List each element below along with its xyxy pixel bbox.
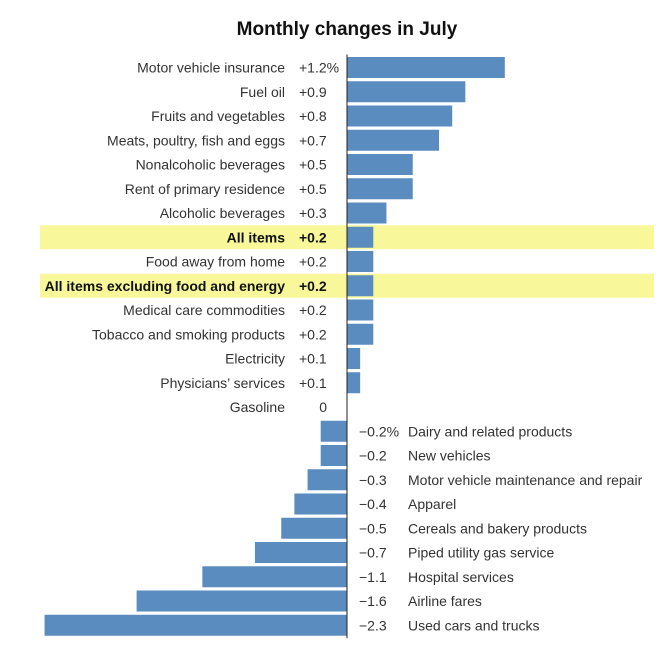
category-label-motor-vehicle-maintenance-and-repair: Motor vehicle maintenance and repair xyxy=(408,472,643,488)
category-label-cereals-and-bakery-products: Cereals and bakery products xyxy=(408,520,587,536)
bar-medical-care-commodities xyxy=(347,299,374,321)
bar-all-items-excluding-food-and-energy xyxy=(347,275,374,297)
bar-food-away-from-home xyxy=(347,251,374,272)
value-label-fruits-and-vegetables: +0.8 xyxy=(299,108,327,124)
category-label-new-vehicles: New vehicles xyxy=(408,448,490,464)
value-label-alcoholic-beverages: +0.3 xyxy=(299,205,327,221)
value-label-used-cars-and-trucks: −2.3 xyxy=(359,617,387,633)
value-label-tobacco-and-smoking-products: +0.2 xyxy=(299,326,327,342)
bar-cereals-and-bakery-products xyxy=(281,517,347,539)
bar-electricity xyxy=(347,348,361,369)
value-label-gasoline: 0 xyxy=(319,399,327,415)
category-label-fuel-oil: Fuel oil xyxy=(240,84,285,100)
value-label-all-items-excluding-food-and-energy: +0.2 xyxy=(299,278,327,294)
category-label-dairy-and-related-products: Dairy and related products xyxy=(408,423,572,439)
category-label-meats-poultry-fish-and-eggs: Meats, poultry, fish and eggs xyxy=(107,132,285,148)
value-label-motor-vehicle-insurance: +1.2% xyxy=(299,60,339,76)
category-label-all-items-excluding-food-and-energy: All items excluding food and energy xyxy=(45,278,286,294)
category-label-used-cars-and-trucks: Used cars and trucks xyxy=(408,617,540,633)
category-label-fruits-and-vegetables: Fruits and vegetables xyxy=(151,108,285,124)
category-label-gasoline: Gasoline xyxy=(230,399,285,415)
value-label-airline-fares: −1.6 xyxy=(359,593,387,609)
bar-airline-fares xyxy=(136,590,347,612)
category-label-all-items: All items xyxy=(227,229,286,245)
bar-rent-of-primary-residence xyxy=(347,178,413,200)
category-label-food-away-from-home: Food away from home xyxy=(146,254,285,270)
category-label-electricity: Electricity xyxy=(225,351,285,367)
bar-all-items xyxy=(347,226,374,248)
bar-motor-vehicle-maintenance-and-repair xyxy=(307,469,347,491)
chart-title: Monthly changes in July xyxy=(237,19,458,40)
value-label-motor-vehicle-maintenance-and-repair: −0.3 xyxy=(359,472,387,488)
bar-hospital-services xyxy=(202,566,347,588)
value-label-new-vehicles: −0.2 xyxy=(359,448,387,464)
value-label-electricity: +0.1 xyxy=(299,351,327,367)
value-label-rent-of-primary-residence: +0.5 xyxy=(299,181,327,197)
value-label-dairy-and-related-products: −0.2% xyxy=(359,423,399,439)
bar-meats-poultry-fish-and-eggs xyxy=(347,129,440,151)
category-label-nonalcoholic-beverages: Nonalcoholic beverages xyxy=(136,157,285,173)
category-label-piped-utility-gas-service: Piped utility gas service xyxy=(408,545,555,561)
value-label-fuel-oil: +0.9 xyxy=(299,84,327,100)
bar-piped-utility-gas-service xyxy=(254,542,347,563)
bar-dairy-and-related-products xyxy=(320,420,347,442)
value-label-medical-care-commodities: +0.2 xyxy=(299,302,327,318)
labels-group: Motor vehicle insurance +1.2% Fuel oil +0.9… xyxy=(45,60,643,634)
category-label-rent-of-primary-residence: Rent of primary residence xyxy=(125,181,286,197)
category-label-tobacco-and-smoking-products: Tobacco and smoking products xyxy=(92,326,285,342)
bar-apparel xyxy=(294,493,347,515)
value-label-piped-utility-gas-service: −0.7 xyxy=(359,545,387,561)
bars-group xyxy=(44,57,505,636)
bar-motor-vehicle-insurance xyxy=(347,57,505,78)
value-label-physicians-services: +0.1 xyxy=(299,375,327,391)
category-label-motor-vehicle-insurance: Motor vehicle insurance xyxy=(137,60,285,76)
bar-fruits-and-vegetables xyxy=(347,105,453,127)
category-label-airline-fares: Airline fares xyxy=(408,593,482,609)
category-label-hospital-services: Hospital services xyxy=(408,569,514,585)
bar-used-cars-and-trucks xyxy=(44,614,348,636)
value-label-meats-poultry-fish-and-eggs: +0.7 xyxy=(299,132,327,148)
bar-fuel-oil xyxy=(347,81,466,103)
category-label-alcoholic-beverages: Alcoholic beverages xyxy=(160,205,285,221)
bar-physicians-services xyxy=(347,372,361,394)
category-label-physicians-services: Physicians’ services xyxy=(160,375,285,391)
category-label-apparel: Apparel xyxy=(408,496,456,512)
value-label-apparel: −0.4 xyxy=(359,496,387,512)
bar-tobacco-and-smoking-products xyxy=(347,323,374,345)
value-label-food-away-from-home: +0.2 xyxy=(299,254,327,270)
bar-nonalcoholic-beverages xyxy=(347,154,413,175)
value-label-hospital-services: −1.1 xyxy=(359,569,387,585)
value-label-cereals-and-bakery-products: −0.5 xyxy=(359,520,387,536)
bar-new-vehicles xyxy=(320,445,347,466)
value-label-nonalcoholic-beverages: +0.5 xyxy=(299,157,327,173)
value-label-all-items: +0.2 xyxy=(299,229,327,245)
category-label-medical-care-commodities: Medical care commodities xyxy=(123,302,285,318)
bar-alcoholic-beverages xyxy=(347,202,387,224)
